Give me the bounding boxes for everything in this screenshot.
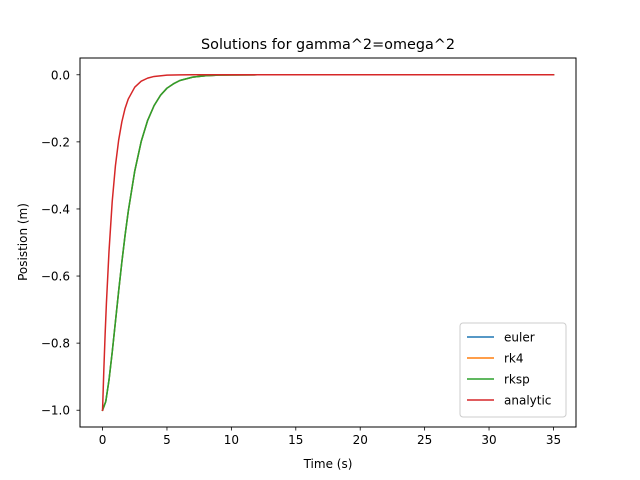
x-tick-label: 15 xyxy=(288,433,303,447)
y-tick-label: −0.6 xyxy=(41,270,70,284)
y-tick-label: −0.8 xyxy=(41,337,70,351)
legend-box xyxy=(459,322,567,418)
x-tick-label: 30 xyxy=(481,433,496,447)
x-tick-label: 20 xyxy=(353,433,368,447)
y-tick-label: 0.0 xyxy=(51,68,70,82)
legend: euler rk4 rksp analytic xyxy=(459,322,567,418)
x-tick-label: 35 xyxy=(546,433,561,447)
legend-label-rksp: rksp xyxy=(504,373,530,387)
series-line-analytic xyxy=(101,74,555,412)
legend-label-rk4: rk4 xyxy=(504,352,524,366)
plot-area-frame xyxy=(79,57,577,428)
y-tick-label: −0.4 xyxy=(41,202,70,216)
legend-label-analytic: analytic xyxy=(504,394,551,408)
y-tick-label: −0.2 xyxy=(41,135,70,149)
chart-title: Solutions for gamma^2=omega^2 xyxy=(201,37,455,53)
x-tick-label: 10 xyxy=(224,433,239,447)
y-axis: 0.0 −0.2 −0.4 −0.6 −0.8 −1.0 xyxy=(41,68,80,418)
y-tick-label: −1.0 xyxy=(41,404,70,418)
y-axis-label: Posistion (m) xyxy=(16,203,30,281)
x-axis-label: Time (s) xyxy=(303,457,353,471)
x-axis: 0 5 10 15 20 25 30 35 xyxy=(99,427,561,447)
x-tick-label: 0 xyxy=(99,433,107,447)
x-tick-label: 5 xyxy=(163,433,171,447)
x-tick-label: 25 xyxy=(417,433,432,447)
legend-label-euler: euler xyxy=(504,331,535,345)
